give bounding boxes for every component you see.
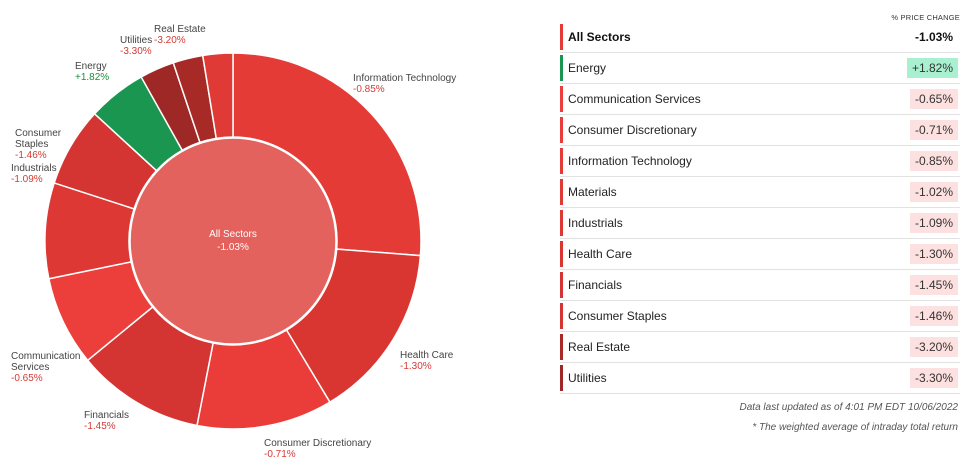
weighted-note: * The weighted average of intraday total… [752,422,958,433]
sector-name: Information Technology [568,154,692,168]
row-color-bar [560,148,563,174]
donut-svg: All Sectors -1.03% [44,52,422,430]
slice-label-communication-services: Communication Services -0.65% [11,351,80,384]
sector-table: % PRICE CHANGE All Sectors -1.03% Energy +1… [560,0,960,394]
sector-name: Consumer Discretionary [568,123,697,137]
sector-name: All Sectors [568,30,631,44]
sector-name: Industrials [568,216,623,230]
column-header: % PRICE CHANGE [891,13,960,22]
row-color-bar [560,117,563,143]
slice-label-consumer-staples: Consumer Staples -1.46% [15,128,61,161]
table-row[interactable]: Financials -1.45% [560,270,960,301]
updated-note: Data last updated as of 4:01 PM EDT 10/0… [739,402,958,413]
sector-name: Communication Services [568,92,701,106]
slice-label-real-estate: Real Estate -3.20% [154,24,206,46]
sector-change: -1.09% [909,213,958,233]
sector-change: -0.85% [909,151,958,171]
center-label: All Sectors [209,229,257,240]
sector-change: -3.30% [909,368,958,388]
slice-label-financials: Financials -1.45% [84,410,129,432]
slice-label-value: -1.30% [400,361,432,372]
slice-label-value: -1.46% [15,150,47,161]
sector-name: Utilities [568,371,607,385]
slice-label-name: Consumer Discretionary [264,438,372,449]
slice-information-technology[interactable] [232,52,422,257]
sector-change: -1.46% [909,306,958,326]
slice-label-value: +1.82% [75,72,110,83]
slice-label-name: Real Estate [154,24,206,35]
sector-donut-chart: All Sectors -1.03% Information Technology… [11,24,456,460]
row-color-bar [560,272,563,298]
slice-label-value: -3.20% [154,35,186,46]
table-row[interactable]: Materials -1.02% [560,177,960,208]
slice-label-name: Financials [84,410,130,421]
sector-name: Consumer Staples [568,309,667,323]
sector-change: -1.02% [909,182,958,202]
slice-label-name: Information Technology [353,73,457,84]
sector-name: Health Care [568,247,633,261]
sector-name: Materials [568,185,617,199]
row-color-bar [560,55,563,81]
table-row[interactable]: Communication Services -0.65% [560,84,960,115]
sector-change: -0.71% [909,120,958,140]
slice-materials[interactable] [201,52,234,140]
sector-change: -1.45% [909,275,958,295]
slice-label-value: -1.45% [84,421,116,432]
slice-label-energy: Energy +1.82% [75,61,109,83]
slice-label-health-care: Health Care -1.30% [400,350,453,372]
sector-name: Financials [568,278,623,292]
table-row[interactable]: Information Technology -0.85% [560,146,960,177]
slice-label-name: Energy [75,61,107,72]
sector-change: -1.30% [909,244,958,264]
row-color-bar [560,241,563,267]
slice-label-industrials: Industrials -1.09% [11,163,57,185]
center-value: -1.03% [217,242,249,253]
table-row[interactable]: Real Estate -3.20% [560,332,960,363]
center-circle [129,137,337,345]
table-row[interactable]: All Sectors -1.03% [560,22,960,53]
slice-label-value: -0.85% [353,84,385,95]
table-row[interactable]: Industrials -1.09% [560,208,960,239]
sector-change: -3.20% [909,337,958,357]
table-row[interactable]: Consumer Discretionary -0.71% [560,115,960,146]
slice-label-name: Health Care [400,350,454,361]
row-color-bar [560,179,563,205]
sector-change: -0.65% [909,89,958,109]
table-row[interactable]: Health Care -1.30% [560,239,960,270]
table-row[interactable]: Energy +1.82% [560,53,960,84]
sector-name: Energy [568,61,607,75]
slice-label-value: -0.71% [264,449,296,460]
slice-label-name: Utilities [120,35,153,46]
slice-label-consumer-discretionary: Consumer Discretionary -0.71% [264,438,371,460]
slice-label-information-technology: Information Technology -0.85% [353,73,456,95]
row-color-bar [560,24,563,50]
slice-label-name: Consumer [15,128,62,139]
slice-label-name: Communication [11,351,81,362]
row-color-bar [560,334,563,360]
sector-change: +1.82% [906,58,958,78]
slice-label-utilities: Utilities -3.30% [120,35,152,57]
row-color-bar [560,365,563,391]
sector-rows: All Sectors -1.03% Energy +1.82% Communicati… [560,22,960,394]
row-color-bar [560,86,563,112]
sector-change: -1.03% [914,30,953,44]
slice-label-value: -1.09% [11,174,43,185]
sector-name: Real Estate [568,340,631,354]
row-color-bar [560,210,563,236]
slice-label-value: -0.65% [11,373,43,384]
slice-label-name: Industrials [11,163,57,174]
table-row[interactable]: Utilities -3.30% [560,363,960,394]
slice-label-name: Services [11,362,50,373]
slice-label-value: -3.30% [120,46,152,57]
row-color-bar [560,303,563,329]
slice-label-name: Staples [15,139,49,150]
table-row[interactable]: Consumer Staples -1.46% [560,301,960,332]
